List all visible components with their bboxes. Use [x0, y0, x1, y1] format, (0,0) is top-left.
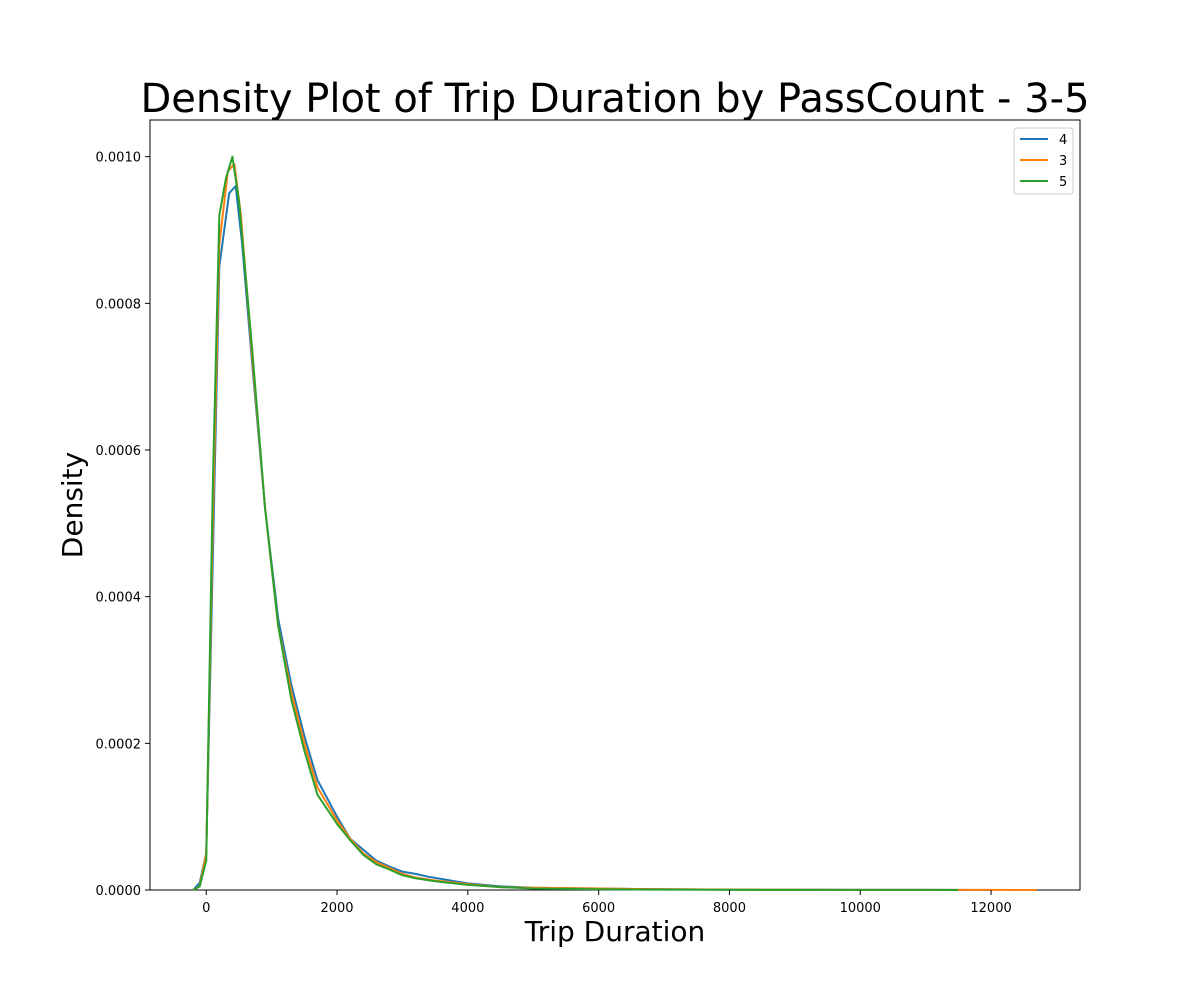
x-tick-label: 4000: [451, 901, 484, 916]
legend-label-4: 4: [1059, 133, 1067, 148]
x-tick-label: 6000: [582, 901, 615, 916]
y-tick-label: 0.0002: [96, 737, 142, 752]
legend-label-5: 5: [1059, 175, 1067, 190]
y-tick-label: 0.0000: [96, 884, 142, 899]
y-axis-label: Density: [56, 452, 89, 558]
plot-area: [149, 119, 1081, 891]
legend-label-3: 3: [1059, 154, 1067, 169]
series-line-5: [192, 155, 959, 891]
x-tick-label: 8000: [713, 901, 746, 916]
series-layer: [192, 155, 1037, 891]
x-axis-label: Trip Duration: [524, 915, 706, 948]
x-tick-label: 10000: [840, 901, 881, 916]
y-tick-label: 0.0008: [96, 297, 142, 312]
y-tick-label: 0.0004: [96, 591, 142, 606]
y-axis-ticks: 0.0000 0.0002 0.0004 0.0006 0.0008 0.0010: [96, 151, 150, 899]
plot-frame: [149, 119, 1081, 891]
x-tick-label: 2000: [320, 901, 353, 916]
y-tick-label: 0.0010: [96, 151, 142, 166]
chart-title: Density Plot of Trip Duration by PassCou…: [140, 76, 1089, 122]
x-tick-label: 12000: [970, 901, 1011, 916]
y-tick-label: 0.0006: [96, 444, 142, 459]
legend: 4 3 5: [1013, 127, 1074, 195]
x-axis-ticks: 0 2000 4000 6000 8000 10000 12000: [202, 890, 1012, 916]
x-tick-label: 0: [202, 901, 210, 916]
